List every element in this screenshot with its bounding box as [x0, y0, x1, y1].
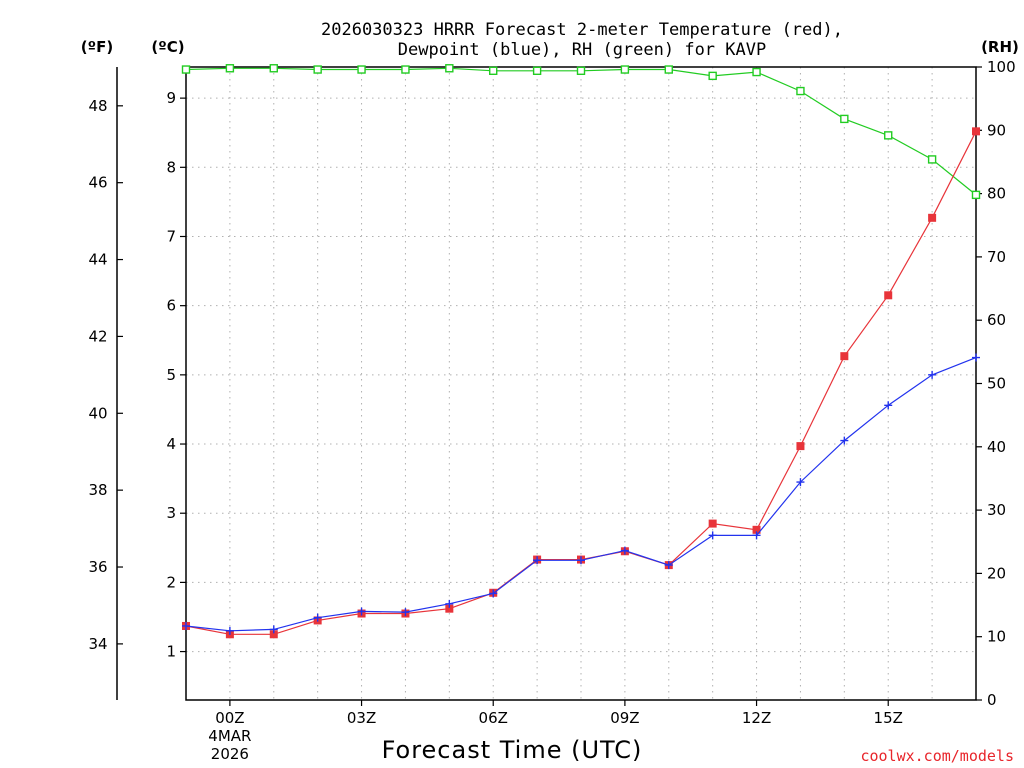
data-series	[181, 64, 981, 639]
chart-title-line-1: 2026030323 HRRR Forecast 2-meter Tempera…	[321, 20, 843, 40]
rh-point	[576, 66, 586, 75]
temperature-point	[708, 519, 717, 528]
chart-title-line-2: Dewpoint (blue), RH (green) for KAVP	[398, 40, 766, 60]
dewpoint-point	[445, 599, 454, 608]
temperature-point	[840, 352, 849, 361]
dewpoint-point	[928, 370, 937, 379]
rh-point	[445, 64, 454, 73]
fahrenheit-tick-label: 36	[88, 558, 107, 576]
celsius-tick-label: 7	[166, 227, 176, 245]
rh-point	[796, 86, 805, 96]
rh-tick-label: 40	[987, 438, 1006, 456]
dewpoint-point	[533, 556, 542, 565]
x-date-label: 4MAR	[208, 727, 251, 745]
dewpoint-point	[489, 589, 498, 598]
rh-tick-label: 80	[987, 185, 1006, 203]
x-tick-label: 12Z	[742, 709, 771, 727]
rh-point	[269, 64, 278, 73]
x-tick-label: 00Z	[215, 709, 244, 727]
dewpoint-point	[752, 531, 761, 540]
celsius-unit-label: (ºC)	[151, 38, 184, 56]
rh-point	[313, 65, 322, 74]
x-tick-label: 03Z	[347, 709, 376, 727]
rh-point	[181, 65, 191, 74]
temperature-point	[269, 630, 278, 639]
celsius-tick-label: 4	[166, 435, 176, 453]
rh-point	[401, 65, 410, 74]
x-tick-label: 15Z	[874, 709, 903, 727]
fahrenheit-tick-label: 46	[88, 174, 107, 192]
dewpoint-point	[225, 626, 234, 635]
gridlines	[186, 67, 976, 700]
celsius-tick-label: 5	[166, 366, 176, 384]
fahrenheit-tick-label: 42	[88, 327, 107, 345]
rh-tick-label: 10	[987, 628, 1006, 646]
temperature-point	[928, 213, 937, 222]
rh-tick-label: 20	[987, 564, 1006, 582]
rh-point	[752, 67, 761, 77]
fahrenheit-unit-label: (ºF)	[81, 38, 113, 56]
fahrenheit-tick-label: 44	[88, 251, 107, 269]
dewpoint-point	[620, 546, 629, 555]
dewpoint-point	[313, 613, 322, 622]
celsius-tick-label: 3	[166, 504, 176, 522]
rh-point	[884, 131, 893, 140]
fahrenheit-tick-label: 34	[88, 635, 107, 653]
x-year-label: 2026	[211, 745, 249, 763]
rh-point	[357, 65, 366, 74]
rh-tick-label: 0	[987, 691, 997, 709]
dewpoint-point	[796, 478, 805, 487]
dewpoint-point	[401, 608, 410, 617]
celsius-tick-label: 8	[166, 158, 176, 176]
fahrenheit-tick-label: 38	[88, 481, 107, 499]
axis-ticks: 1234567893436384042444648010203040506070…	[88, 58, 1015, 763]
rh-unit-label: (RH)	[981, 38, 1019, 56]
rh-tick-label: 30	[987, 501, 1006, 519]
credit-link[interactable]: coolwx.com/models	[860, 747, 1014, 765]
dewpoint-point	[357, 607, 366, 616]
dewpoint-point	[664, 561, 673, 570]
rh-point	[840, 114, 849, 124]
celsius-tick-label: 1	[166, 643, 176, 661]
temperature-point	[972, 127, 980, 136]
dewpoint-point	[972, 353, 980, 362]
rh-tick-label: 100	[987, 58, 1016, 76]
dewpoint-point	[269, 625, 278, 634]
rh-tick-label: 70	[987, 248, 1006, 266]
dewpoint-point	[577, 556, 585, 565]
temperature-point	[796, 442, 805, 451]
x-tick-label: 06Z	[479, 709, 508, 727]
dewpoint-point	[840, 436, 849, 445]
rh-point	[927, 155, 937, 164]
celsius-tick-label: 2	[166, 573, 176, 591]
rh-tick-label: 50	[987, 375, 1006, 393]
plot-frame	[185, 66, 977, 701]
rh-tick-label: 90	[987, 121, 1006, 139]
rh-point	[708, 71, 717, 81]
dewpoint-point	[182, 621, 190, 630]
celsius-tick-label: 6	[166, 297, 176, 315]
rh-point	[664, 65, 673, 74]
x-axis-title: Forecast Time (UTC)	[382, 736, 643, 764]
rh-point	[620, 65, 630, 74]
rh-point	[489, 66, 498, 75]
temperature-point	[752, 525, 761, 534]
temperature-point	[445, 604, 454, 613]
fahrenheit-tick-label: 48	[88, 97, 107, 115]
x-tick-label: 09Z	[610, 709, 639, 727]
celsius-tick-label: 9	[166, 89, 176, 107]
rh-point	[971, 190, 981, 200]
dewpoint-point	[884, 401, 893, 410]
temperature-point	[884, 291, 893, 300]
rh-tick-label: 60	[987, 311, 1006, 329]
dewpoint-point	[708, 531, 717, 540]
rh-point	[225, 64, 235, 73]
fahrenheit-tick-label: 40	[88, 404, 107, 422]
rh-point	[532, 66, 542, 75]
